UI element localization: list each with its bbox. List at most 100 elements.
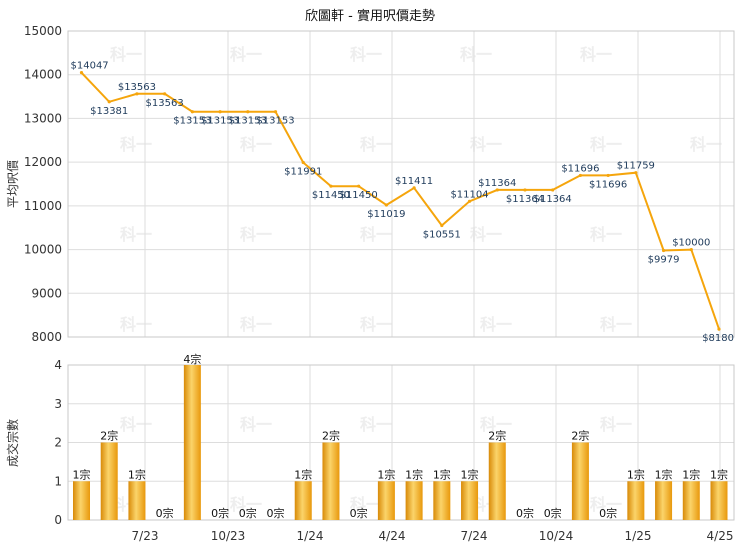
volume-chart-frame	[67, 364, 735, 521]
price-point	[79, 71, 84, 75]
watermark-text: 科一	[230, 495, 262, 514]
volume-bar	[488, 442, 506, 520]
price-y-tick-label: 14000	[24, 68, 62, 82]
price-point	[717, 327, 721, 331]
volume-bar	[433, 481, 451, 520]
watermark-text: 科一	[240, 225, 272, 244]
price-point	[357, 184, 361, 188]
volume-data-label: 1宗	[710, 467, 728, 481]
volume-data-label: 0宗	[516, 506, 534, 520]
chart-title: 欣圖軒 - 實用呎價走勢	[305, 8, 435, 24]
price-data-label: $11991	[284, 167, 322, 178]
volume-bar	[682, 481, 700, 520]
watermark-text: 科一	[120, 415, 152, 434]
price-point	[551, 188, 555, 192]
volume-data-label: 1宗	[73, 467, 91, 481]
volume-data-label: 4宗	[183, 352, 201, 366]
watermark-text: 科一	[360, 135, 392, 154]
volume-y-tick-label: 0	[54, 513, 62, 527]
watermark-text: 科一	[120, 225, 152, 244]
volume-y-tick-label: 3	[54, 397, 62, 411]
price-point	[135, 92, 139, 96]
price-point	[384, 203, 388, 207]
price-data-label: $11696	[589, 179, 627, 190]
watermark-text: 科一	[240, 315, 272, 334]
price-y-tick-label: 9000	[31, 286, 62, 300]
price-data-label: $13563	[146, 98, 184, 109]
volume-y-tick-label: 4	[54, 358, 62, 372]
volume-data-label: 0宗	[350, 506, 368, 520]
watermark-text: 科一	[350, 495, 382, 514]
volume-bar	[100, 442, 118, 520]
volume-data-label: 0宗	[239, 506, 257, 520]
price-y-tick-label: 15000	[24, 24, 62, 38]
price-y-tick-label: 10000	[24, 243, 62, 257]
volume-data-label: 1宗	[461, 467, 479, 481]
price-data-label: $10000	[672, 238, 710, 249]
price-point	[467, 199, 472, 203]
price-point	[606, 173, 610, 178]
watermark-text: 科一	[480, 415, 512, 434]
price-data-label: $13153	[256, 116, 294, 127]
watermark-text: 科一	[120, 135, 152, 154]
volume-bar	[73, 481, 90, 520]
price-point	[689, 247, 693, 252]
volume-bar	[322, 442, 340, 520]
price-data-label: $9979	[648, 254, 680, 265]
volume-bar	[377, 481, 395, 520]
volume-bar	[405, 481, 423, 520]
price-chart-frame	[67, 30, 735, 338]
price-data-label: $13381	[90, 106, 128, 117]
price-series-line	[80, 72, 720, 330]
volume-bars: 1宗 2宗 1宗 0宗 4宗 0宗 0宗 0宗 1宗 2宗 0宗 1宗 1宗 1宗 1宗 2宗 0宗 0宗 2宗 0宗…	[73, 352, 728, 520]
price-point	[190, 110, 194, 114]
price-data-label: $8180	[702, 333, 734, 344]
price-point	[329, 184, 333, 188]
volume-bar	[655, 481, 673, 520]
volume-data-label: 2宗	[100, 429, 118, 443]
price-data-label: $11450	[312, 190, 350, 201]
price-data-label: $14047	[71, 61, 109, 72]
watermark-text: 科一	[690, 135, 722, 154]
price-point	[495, 188, 499, 192]
volume-y-tick-label: 2	[54, 436, 62, 450]
volume-data-label: 1宗	[682, 467, 700, 481]
volume-bar	[183, 365, 201, 520]
price-data-label: $13153	[173, 116, 211, 127]
volume-data-label: 1宗	[655, 467, 673, 481]
price-point	[218, 110, 222, 114]
x-axis: 7/23 10/23 1/24 4/24 7/24 10/24 1/25 4/25	[132, 529, 734, 543]
x-tick-label: 7/24	[461, 529, 488, 543]
price-data-label: $13563	[118, 82, 156, 93]
price-data-label: $11759	[617, 161, 655, 172]
volume-data-label: 1宗	[294, 467, 312, 481]
watermark-text: 科一	[480, 315, 512, 334]
watermark-text: 科一	[600, 315, 632, 334]
price-y-tick-label: 8000	[31, 330, 62, 344]
x-tick-label: 4/25	[707, 529, 734, 543]
volume-data-label: 2宗	[488, 429, 506, 443]
volume-data-label: 1宗	[405, 467, 423, 481]
price-data-label: $11411	[395, 176, 433, 187]
volume-bar	[461, 481, 479, 520]
x-tick-label: 10/23	[211, 529, 246, 543]
price-data-label: $11450	[340, 190, 378, 201]
volume-data-label: 2宗	[322, 429, 340, 443]
volume-data-label: 0宗	[544, 506, 562, 520]
volume-y-axis-label: 成交宗數	[5, 419, 20, 467]
price-y-tick-label: 12000	[24, 155, 62, 169]
price-data-label: $11364	[534, 194, 572, 205]
volume-data-label: 1宗	[377, 467, 395, 481]
watermark-text: 科一	[590, 135, 622, 154]
volume-data-label: 0宗	[267, 506, 285, 520]
price-y-tick-label: 11000	[24, 199, 62, 213]
watermark-text: 科一	[460, 45, 492, 64]
watermark-text: 科一	[360, 315, 392, 334]
watermark-text: 科一	[350, 45, 382, 64]
watermark-text: 科一	[360, 415, 392, 434]
volume-data-label: 1宗	[627, 467, 645, 481]
volume-data-label: 0宗	[156, 506, 174, 520]
x-tick-label: 1/25	[625, 529, 652, 543]
watermark-text: 科一	[240, 415, 272, 434]
price-data-label: $11019	[367, 209, 405, 220]
